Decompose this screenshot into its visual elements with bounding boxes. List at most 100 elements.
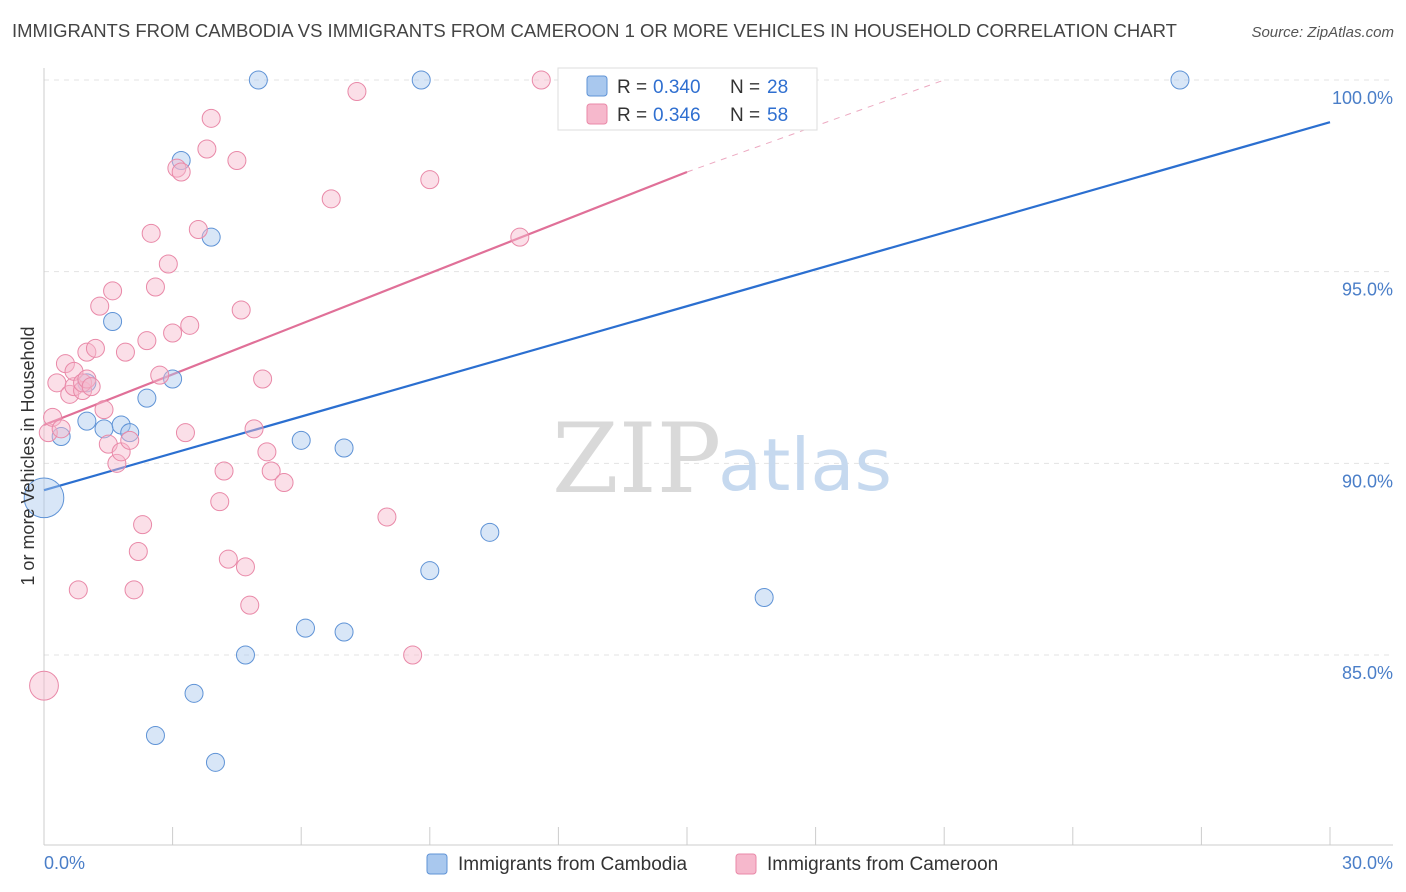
point-cameroon-55: [403, 645, 423, 665]
point-cameroon-41: [214, 461, 234, 481]
point-cambodia-23: [480, 522, 500, 542]
point-cameroon-34: [171, 162, 191, 182]
point-cameroon-44: [231, 300, 251, 320]
point-cameroon-30: [150, 365, 170, 385]
point-cameroon-38: [197, 139, 217, 159]
y-tick-label-2: 90.0%: [1342, 471, 1393, 491]
legend-n-label-cameroon: N =: [730, 105, 760, 126]
point-cameroon-53: [347, 82, 367, 101]
watermark-atlas: atlas: [718, 423, 892, 507]
legend-r-label-cambodia: R =: [617, 77, 647, 98]
source-credit: Source: ZipAtlas.com: [1251, 24, 1394, 41]
chart-title: IMMIGRANTS FROM CAMBODIA VS IMMIGRANTS F…: [12, 20, 1177, 41]
point-cameroon-39: [201, 108, 221, 128]
point-cameroon-15: [85, 338, 105, 358]
x-tick-label-max: 30.0%: [1342, 853, 1393, 873]
point-cameroon-24: [124, 580, 144, 600]
point-cambodia-17: [291, 430, 311, 450]
point-cameroon-47: [244, 419, 264, 439]
point-cameroon-28: [141, 223, 161, 243]
point-cameroon-26: [133, 515, 153, 535]
point-cambodia-9: [145, 726, 165, 745]
legend-r-label-cameroon: R =: [617, 105, 647, 126]
point-cameroon-9: [68, 580, 88, 600]
point-cameroon-37: [188, 220, 208, 239]
point-cameroon-4: [51, 419, 71, 439]
point-cameroon-16: [90, 296, 110, 316]
trend-line-cambodia: [43, 121, 1331, 492]
point-cambodia-5: [103, 312, 123, 331]
point-cambodia-26: [754, 588, 774, 607]
point-cameroon-23: [120, 430, 140, 450]
axes: 100.0% 95.0% 90.0% 85.0%: [43, 68, 1393, 846]
watermark-zip: ZIP: [552, 403, 721, 515]
point-cameroon-46: [240, 595, 260, 615]
point-cambodia-22: [420, 561, 440, 581]
point-cameroon-32: [163, 323, 183, 343]
point-cameroon-40: [210, 492, 230, 512]
y-tick-label-3: 85.0%: [1342, 663, 1393, 683]
point-cambodia-21: [411, 70, 431, 90]
point-cameroon-43: [227, 151, 247, 170]
point-cameroon-17: [94, 400, 114, 420]
point-cameroon-31: [158, 254, 178, 274]
legend-r-value-cameroon: 0.346: [653, 105, 701, 126]
point-cameroon-20: [107, 453, 127, 473]
x-tick-label-min: 0.0%: [44, 853, 85, 873]
point-cambodia-18: [295, 618, 315, 638]
trend-line-cameroon: [43, 170, 688, 427]
series-legend: Immigrants from Cambodia Immigrants from…: [426, 853, 998, 875]
point-cambodia-20: [334, 622, 354, 642]
point-cambodia-10: [163, 369, 183, 389]
point-cambodia-0: [51, 427, 71, 446]
point-cameroon-35: [175, 423, 195, 443]
legend-r-value-cambodia: 0.340: [653, 77, 701, 98]
point-cambodia-7: [120, 423, 140, 443]
point-cameroon-50: [261, 461, 281, 481]
point-cambodia-27: [1170, 70, 1190, 90]
point-cameroon-22: [115, 342, 135, 362]
point-cambodia-8: [137, 388, 157, 408]
point-cameroon-19: [103, 281, 123, 301]
y-tick-label-1: 95.0%: [1342, 280, 1393, 300]
series-legend-label-cameroon: Immigrants from Cameroon: [767, 854, 998, 875]
point-cameroon-54: [377, 507, 397, 527]
data-points: [23, 70, 1190, 772]
point-cameroon-0: [29, 670, 59, 701]
legend-n-label-cambodia: N =: [730, 77, 760, 98]
point-cameroon-25: [128, 542, 148, 561]
y-axis-label: 1 or more Vehicles in Household: [18, 326, 38, 585]
legend-swatch-cambodia: [586, 75, 608, 97]
legend-swatch-cameroon: [586, 103, 608, 125]
correlation-legend: R = 0.340 N = 28 R = 0.346 N = 58: [557, 67, 818, 131]
point-cameroon-36: [180, 315, 200, 335]
series-legend-swatch-cameroon: [735, 853, 757, 875]
point-cameroon-27: [137, 331, 157, 351]
point-cameroon-29: [145, 277, 165, 297]
point-cambodia-3: [77, 411, 97, 431]
point-cameroon-42: [218, 549, 238, 569]
point-cambodia-12: [184, 683, 204, 703]
point-cameroon-45: [235, 557, 255, 577]
point-cameroon-58: [531, 70, 551, 90]
series-legend-label-cambodia: Immigrants from Cambodia: [458, 854, 688, 875]
legend-n-value-cambodia: 28: [767, 77, 788, 98]
y-tick-label-0: 100.0%: [1332, 88, 1393, 108]
point-cameroon-1: [38, 423, 58, 443]
legend-n-value-cameroon: 58: [767, 105, 788, 126]
point-cambodia-14: [205, 752, 225, 772]
point-cameroon-49: [257, 442, 277, 462]
point-cameroon-48: [253, 369, 273, 389]
series-legend-swatch-cambodia: [426, 853, 448, 875]
point-cameroon-14: [81, 377, 101, 397]
watermark: ZIP atlas: [552, 403, 892, 515]
point-cameroon-57: [510, 227, 530, 247]
point-cambodia-1: [23, 477, 65, 519]
point-cameroon-51: [274, 473, 294, 492]
point-cameroon-52: [321, 189, 341, 209]
point-cambodia-19: [334, 438, 354, 458]
point-cameroon-56: [420, 170, 440, 190]
point-cambodia-15: [235, 645, 255, 665]
point-cambodia-16: [248, 70, 268, 90]
